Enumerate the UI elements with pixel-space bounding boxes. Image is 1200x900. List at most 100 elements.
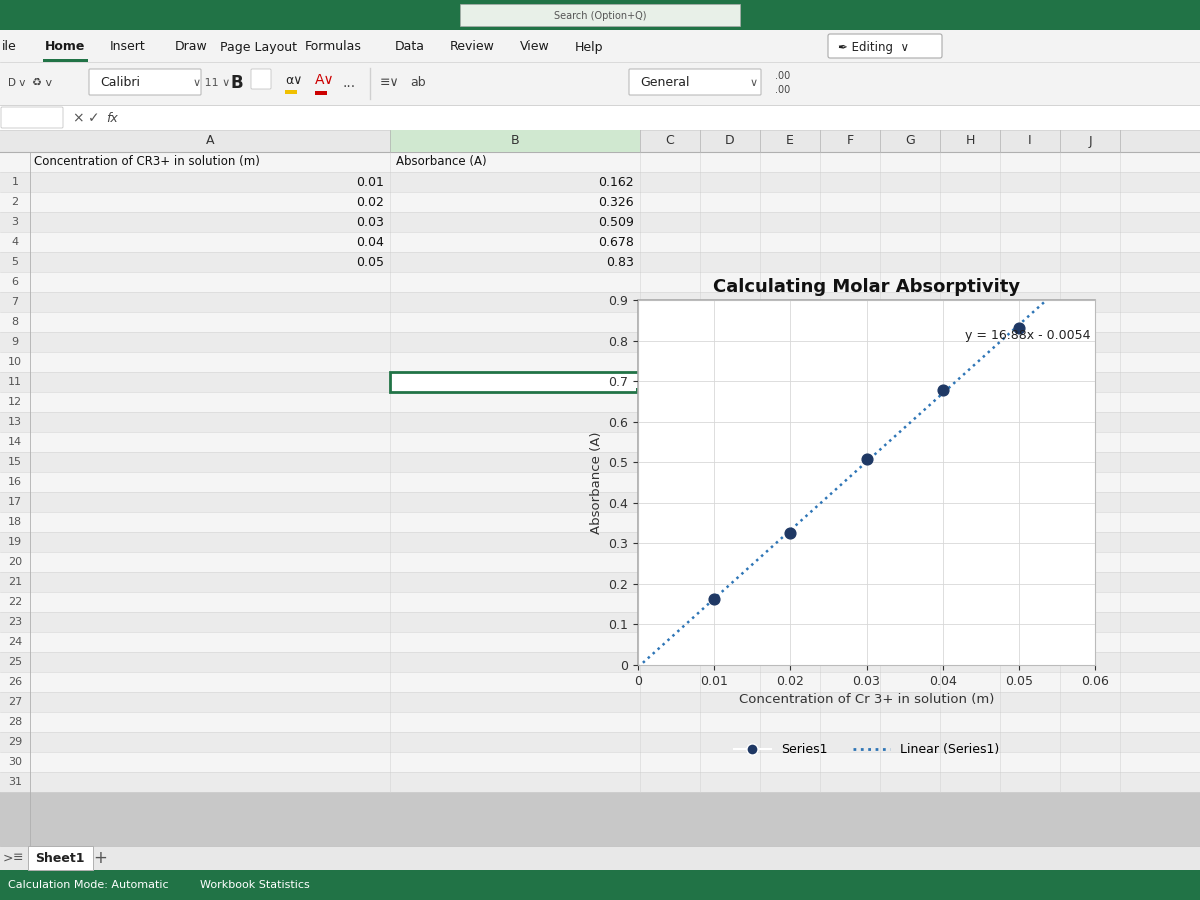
Bar xyxy=(0,632,1200,652)
Text: 17: 17 xyxy=(8,497,22,507)
Text: 0.326: 0.326 xyxy=(599,195,634,209)
FancyBboxPatch shape xyxy=(251,69,271,89)
FancyBboxPatch shape xyxy=(629,69,761,95)
Text: 13: 13 xyxy=(8,417,22,427)
Text: 0.162: 0.162 xyxy=(599,176,634,188)
Text: 2: 2 xyxy=(12,197,18,207)
Text: Search (Option+Q): Search (Option+Q) xyxy=(553,11,647,21)
Text: 3: 3 xyxy=(12,217,18,227)
Text: 29: 29 xyxy=(8,737,22,747)
Text: 19: 19 xyxy=(8,537,22,547)
Text: Home: Home xyxy=(46,40,85,53)
Text: C: C xyxy=(666,134,674,148)
Text: .00: .00 xyxy=(775,71,791,81)
Text: 0.01: 0.01 xyxy=(356,176,384,188)
Text: A: A xyxy=(205,134,215,148)
Text: H: H xyxy=(965,134,974,148)
Text: Calculation Mode: Automatic: Calculation Mode: Automatic xyxy=(8,880,169,890)
Point xyxy=(781,526,800,540)
Text: 0.05: 0.05 xyxy=(356,256,384,268)
Text: 31: 31 xyxy=(8,777,22,787)
Text: Formulas: Formulas xyxy=(305,40,362,53)
Text: Help: Help xyxy=(575,40,604,53)
Bar xyxy=(0,272,1200,292)
Text: 5: 5 xyxy=(12,257,18,267)
Text: D v: D v xyxy=(8,78,25,88)
Text: 10: 10 xyxy=(8,357,22,367)
Text: fx: fx xyxy=(106,112,118,124)
Text: ...: ... xyxy=(342,76,355,90)
Text: ≡∨: ≡∨ xyxy=(380,76,400,89)
Text: Concentration of CR3+ in solution (m): Concentration of CR3+ in solution (m) xyxy=(34,156,260,168)
Bar xyxy=(0,372,1200,392)
Text: General: General xyxy=(640,76,690,89)
Text: 6: 6 xyxy=(12,277,18,287)
Text: >: > xyxy=(2,851,13,865)
Text: B: B xyxy=(230,74,242,92)
X-axis label: Concentration of Cr 3+ in solution (m): Concentration of Cr 3+ in solution (m) xyxy=(739,693,994,706)
Bar xyxy=(0,352,1200,372)
Bar xyxy=(0,412,1200,432)
Text: ab: ab xyxy=(410,76,426,89)
Point xyxy=(857,452,876,466)
Text: 27: 27 xyxy=(8,697,22,707)
Bar xyxy=(638,300,1096,665)
Point xyxy=(1009,321,1028,336)
Text: I: I xyxy=(1028,134,1032,148)
Bar xyxy=(0,252,1200,272)
Bar xyxy=(0,212,1200,232)
Text: G: G xyxy=(905,134,914,148)
Text: 0.678: 0.678 xyxy=(598,236,634,248)
Text: 16: 16 xyxy=(8,477,22,487)
Legend: Series1, Linear (Series1): Series1, Linear (Series1) xyxy=(728,738,1004,761)
FancyBboxPatch shape xyxy=(89,69,202,95)
Bar xyxy=(0,472,1200,492)
Text: 11: 11 xyxy=(8,377,22,387)
Bar xyxy=(0,62,1200,105)
Text: Review: Review xyxy=(450,40,494,53)
Text: 24: 24 xyxy=(8,637,22,647)
Text: 22: 22 xyxy=(8,597,22,607)
Text: D: D xyxy=(725,134,734,148)
Bar xyxy=(314,91,326,95)
Bar xyxy=(390,372,640,392)
Bar xyxy=(0,732,1200,752)
Point xyxy=(704,592,724,607)
Bar xyxy=(0,130,1200,152)
Text: Insert: Insert xyxy=(110,40,145,53)
Text: View: View xyxy=(520,40,550,53)
Y-axis label: Absorbance (A): Absorbance (A) xyxy=(589,431,602,534)
Bar xyxy=(0,752,1200,772)
Text: E: E xyxy=(786,134,794,148)
Bar xyxy=(0,652,1200,672)
Bar xyxy=(0,846,1200,870)
Bar xyxy=(0,232,1200,252)
Text: 4: 4 xyxy=(12,237,18,247)
Text: 21: 21 xyxy=(8,577,22,587)
Text: 0.04: 0.04 xyxy=(356,236,384,248)
Text: Calibri: Calibri xyxy=(100,76,140,89)
Text: B: B xyxy=(511,134,520,148)
Bar xyxy=(43,59,88,62)
Text: Data: Data xyxy=(395,40,425,53)
Text: ✒ Editing  ∨: ✒ Editing ∨ xyxy=(838,40,910,53)
Text: 26: 26 xyxy=(8,677,22,687)
Bar xyxy=(0,512,1200,532)
Text: 0.02: 0.02 xyxy=(356,195,384,209)
Text: ✓: ✓ xyxy=(88,111,100,125)
Bar xyxy=(0,0,1200,30)
Bar xyxy=(0,612,1200,632)
Text: 15: 15 xyxy=(8,457,22,467)
Bar xyxy=(0,192,1200,212)
Bar xyxy=(0,712,1200,732)
Text: .00: .00 xyxy=(775,85,791,95)
Text: 20: 20 xyxy=(8,557,22,567)
Text: 14: 14 xyxy=(8,437,22,447)
Text: Absorbance (A): Absorbance (A) xyxy=(396,156,487,168)
Point xyxy=(934,382,953,397)
Bar xyxy=(0,492,1200,512)
Text: 0.509: 0.509 xyxy=(598,215,634,229)
FancyBboxPatch shape xyxy=(828,34,942,58)
Bar xyxy=(0,572,1200,592)
Text: ×: × xyxy=(72,111,84,125)
